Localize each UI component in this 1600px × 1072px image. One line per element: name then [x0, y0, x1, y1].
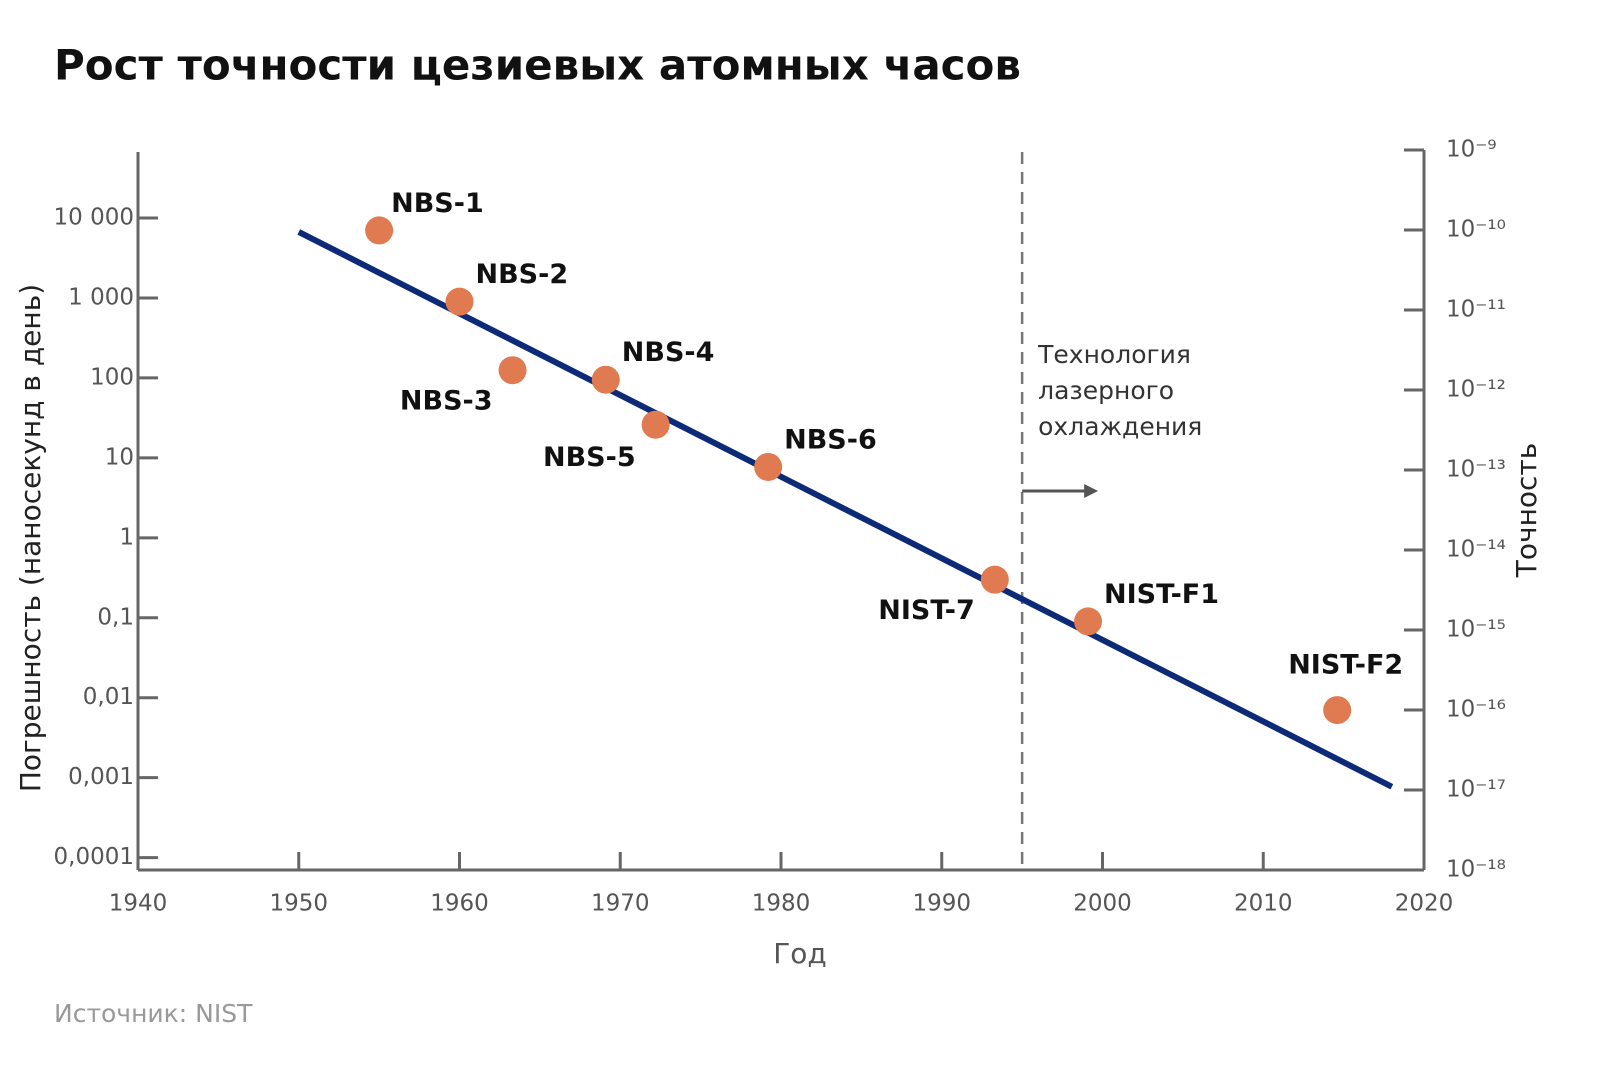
point — [1074, 607, 1103, 636]
x-tick-label: 2020 — [1395, 891, 1454, 917]
y-tick-label: 1 — [119, 524, 134, 550]
annotation-text: Технология — [1037, 340, 1191, 369]
chart-title: Рост точности цезиевых атомных часов — [54, 41, 1021, 90]
x-tick-label: 1940 — [109, 891, 168, 917]
y2-tick-label: 10⁻¹⁷ — [1446, 777, 1506, 803]
y-tick-label: 0,1 — [97, 604, 134, 630]
annotation-arrowhead — [1084, 484, 1099, 498]
x-tick-label: 1990 — [912, 891, 971, 917]
x-tick-label: 2000 — [1073, 891, 1132, 917]
y2-tick-label: 10⁻¹¹ — [1446, 297, 1506, 323]
x-tick-label: 1970 — [591, 891, 650, 917]
point-label: NBS-5 — [543, 442, 636, 473]
y-axis-label: Погрешность (наносекунд в день) — [14, 284, 47, 792]
y-tick-label: 10 000 — [54, 205, 134, 231]
source: Источник: NIST — [54, 999, 253, 1028]
y2-tick-label: 10⁻¹⁸ — [1446, 857, 1506, 883]
point — [498, 356, 527, 385]
point-label: NBS-1 — [391, 188, 484, 219]
x-tick-label: 2010 — [1234, 891, 1293, 917]
x-axis-label: Год — [773, 937, 827, 970]
y-tick-label: 1 000 — [68, 284, 134, 310]
point-label: NBS-4 — [622, 337, 715, 368]
point-label: NIST-F1 — [1104, 579, 1219, 610]
y2-tick-label: 10⁻¹⁰ — [1446, 217, 1506, 243]
point — [980, 565, 1009, 594]
point — [365, 216, 394, 245]
y-tick-label: 0,01 — [83, 684, 134, 710]
y-tick-label: 0,0001 — [54, 844, 134, 870]
x-tick-label: 1950 — [269, 891, 328, 917]
trend-line — [297, 229, 1394, 790]
y2-tick-label: 10⁻¹⁴ — [1446, 537, 1506, 563]
y2-tick-label: 10⁻¹² — [1446, 377, 1506, 403]
point-label: NBS-6 — [784, 424, 877, 455]
y2-tick-label: 10⁻¹⁵ — [1446, 617, 1506, 643]
annotation-text: лазерного — [1038, 376, 1174, 405]
point — [1323, 696, 1352, 725]
point-label: NBS-2 — [476, 259, 569, 290]
x-tick-label: 1960 — [430, 891, 489, 917]
point-label: NBS-3 — [400, 386, 493, 417]
annotation-text: охлаждения — [1038, 412, 1202, 441]
point — [754, 452, 783, 481]
point — [641, 410, 670, 439]
y2-tick-label: 10⁻⁹ — [1446, 137, 1497, 163]
y-tick-label: 0,001 — [68, 764, 134, 790]
y2-axis-label: Точность — [1510, 443, 1543, 578]
y2-tick-label: 10⁻¹⁶ — [1446, 697, 1506, 723]
y-tick-label: 100 — [90, 364, 134, 390]
point-label: NIST-F2 — [1288, 650, 1403, 681]
point-label: NIST-7 — [878, 595, 975, 626]
y2-tick-label: 10⁻¹³ — [1446, 457, 1506, 483]
point — [445, 287, 474, 316]
x-tick-label: 1980 — [752, 891, 811, 917]
point — [591, 365, 620, 394]
y-tick-label: 10 — [105, 444, 134, 470]
